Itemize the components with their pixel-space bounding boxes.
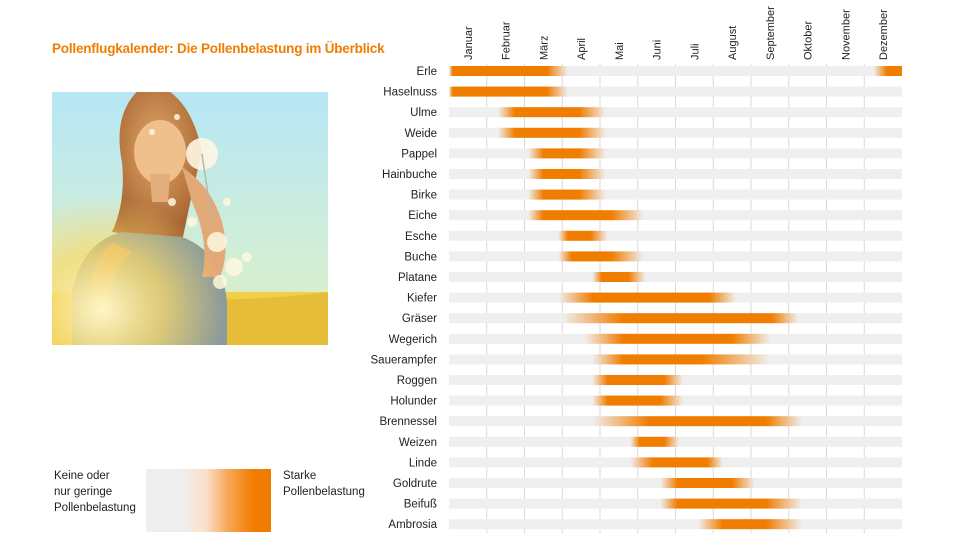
plant-label: Ambrosia: [388, 519, 437, 531]
month-label: April: [576, 38, 588, 60]
month-label: März: [538, 36, 550, 60]
pollen-season-bar: [592, 272, 646, 282]
row-track: [449, 519, 902, 530]
plant-label: Weide: [405, 128, 437, 140]
legend-low-line: Keine oder: [54, 470, 110, 482]
row-track: [449, 107, 902, 118]
row-track: [449, 66, 902, 76]
pollen-season-bar: [592, 416, 802, 427]
pollen-season-bar: [558, 230, 608, 241]
plant-label: Brennessel: [379, 416, 437, 428]
month-label: Oktober: [803, 21, 815, 60]
row-track: [449, 127, 902, 138]
month-label: November: [840, 9, 852, 60]
legend-high-label: Starke Pollenbelastung: [283, 468, 365, 500]
row-track: [449, 251, 902, 262]
plant-label: Birke: [411, 190, 437, 202]
plant-label: Haselnuss: [383, 87, 437, 99]
plant-label: Linde: [409, 457, 437, 469]
plant-label: Eiche: [408, 210, 437, 222]
dandelion-photo: [52, 92, 328, 345]
month-label: Juli: [689, 43, 701, 60]
legend-low-line: Pollenbelastung: [54, 502, 136, 514]
plant-label: Sauerampfer: [371, 354, 438, 366]
pollen-season-bar: [592, 375, 684, 385]
pollen-season-bar: [498, 127, 606, 138]
pollen-season-bar: [592, 354, 770, 365]
pollen-season-bar: [630, 457, 723, 468]
pollen-season-bar: [592, 395, 684, 406]
plant-label: Holunder: [390, 396, 437, 408]
legend-gradient-swatch: [146, 469, 271, 532]
legend-low-line: nur geringe: [54, 486, 113, 498]
month-label: Dezember: [878, 9, 890, 60]
pollen-season-bar: [698, 519, 802, 530]
row-track: [449, 148, 902, 159]
pollen-season-bar: [528, 210, 644, 221]
row-track: [449, 169, 902, 179]
plant-label: Buche: [404, 251, 437, 263]
month-label: Januar: [463, 26, 475, 60]
row-track: [449, 189, 902, 200]
plant-label: Kiefer: [407, 293, 437, 305]
plant-label: Beifuß: [404, 499, 437, 511]
pollen-season-bar: [558, 292, 736, 303]
pollen-season-bar: [660, 498, 802, 509]
pollen-season-bar: [562, 313, 799, 324]
page-title: Pollenflugkalender: Die Pollenbelastung …: [52, 41, 385, 56]
pollen-season-bar: [630, 436, 680, 447]
pollen-season-bar: [528, 148, 606, 159]
row-track: [449, 86, 902, 97]
row-track: [449, 210, 902, 221]
plant-label: Goldrute: [393, 478, 437, 490]
pollen-season-bar: [498, 107, 606, 118]
pollen-season-bar: [584, 333, 770, 344]
month-label: August: [727, 26, 739, 60]
row-track: [449, 230, 902, 241]
plant-label: Roggen: [397, 375, 437, 387]
plant-label: Wegerich: [389, 334, 437, 346]
legend-high-line: Starke: [283, 470, 317, 482]
legend-low-label: Keine oder nur geringe Pollenbelastung: [54, 468, 136, 516]
pollen-season-bar: [528, 169, 606, 179]
month-label: Juni: [652, 40, 664, 60]
plant-label: Weizen: [399, 437, 437, 449]
pollen-season-bar: [873, 66, 902, 76]
pollen-season-bar: [528, 189, 606, 200]
pollen-season-bar: [558, 251, 644, 262]
month-label: Mai: [614, 42, 626, 60]
plant-label: Hainbuche: [382, 169, 437, 181]
plant-label: Ulme: [410, 107, 437, 119]
plant-label: Esche: [405, 231, 437, 243]
month-label: Februar: [501, 21, 513, 60]
pollen-season-bar: [449, 86, 568, 97]
plant-label: Gräser: [402, 313, 437, 325]
row-track: [449, 272, 902, 282]
pollen-season-bar: [449, 66, 568, 76]
plant-label: Pappel: [401, 148, 437, 160]
legend-high-line: Pollenbelastung: [283, 486, 365, 498]
plant-label: Erle: [417, 66, 437, 78]
plant-label: Platane: [398, 272, 437, 284]
pollen-season-bar: [660, 478, 755, 488]
month-label: September: [765, 6, 777, 60]
